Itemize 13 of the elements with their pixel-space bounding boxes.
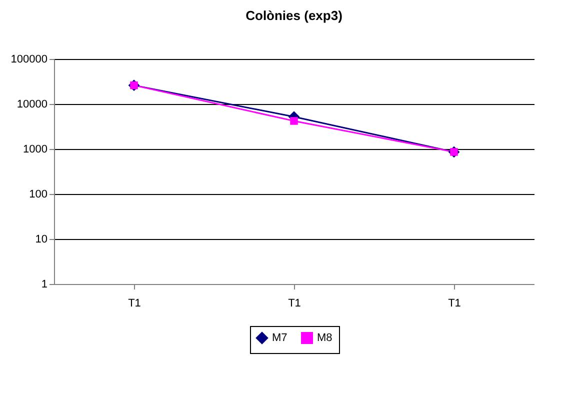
x-tick-label: T1: [448, 298, 461, 310]
y-tick-label: 10000: [16, 98, 48, 110]
legend-label: M8: [317, 332, 332, 344]
y-tick-label: 1000: [23, 144, 48, 156]
legend-label: M7: [272, 332, 288, 344]
x-tick-label: T1: [288, 298, 301, 310]
y-tick-label: 10: [35, 234, 48, 246]
x-tick-label: T1: [128, 298, 141, 310]
chart-title: Colònies (exp3): [246, 8, 342, 23]
y-tick-label: 100000: [10, 54, 48, 66]
point: [290, 117, 298, 125]
y-tick-label: 1: [41, 278, 48, 290]
y-tick-label: 100: [29, 188, 48, 200]
